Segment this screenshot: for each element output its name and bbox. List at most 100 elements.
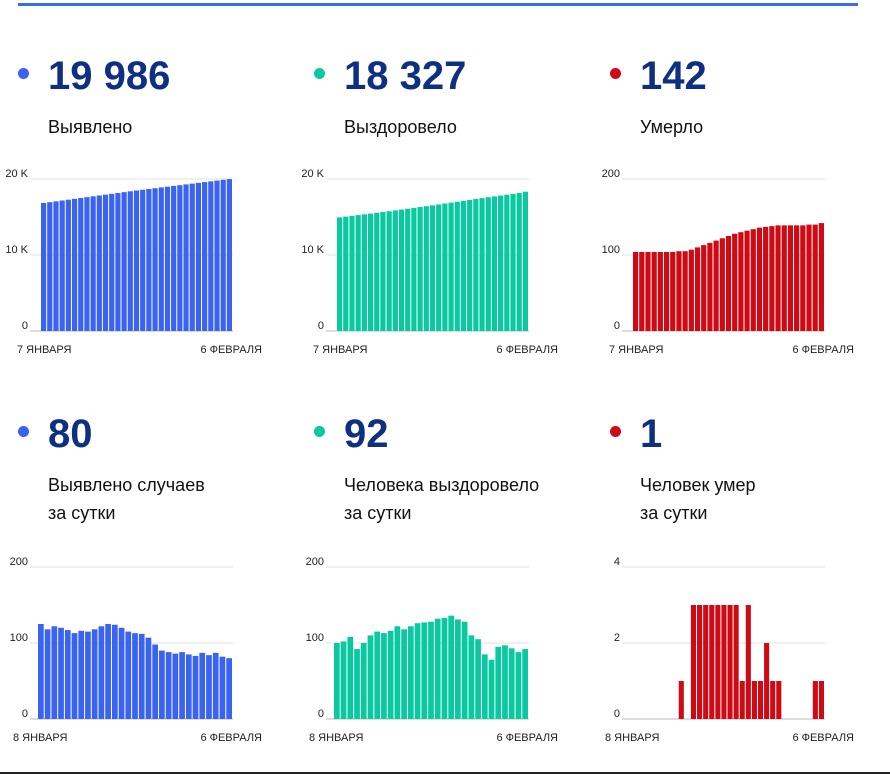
x-end-label: 6 ФЕВРАЛЯ xyxy=(200,732,262,744)
bar xyxy=(58,627,64,719)
bar xyxy=(485,197,491,331)
stat-label-line: Умерло xyxy=(640,117,704,137)
bar xyxy=(498,195,504,331)
stat-label-line: за сутки xyxy=(48,503,116,523)
bar xyxy=(491,196,498,331)
bar xyxy=(678,681,684,719)
bar xyxy=(721,605,727,719)
bar xyxy=(165,652,172,719)
bar xyxy=(189,183,195,331)
y-tick-label: 0 xyxy=(22,708,28,720)
bar xyxy=(140,189,146,331)
stat-label: Человек умер за сутки xyxy=(640,471,880,527)
bar xyxy=(381,633,387,719)
bar xyxy=(757,681,764,719)
bar xyxy=(781,225,787,331)
bar xyxy=(770,681,776,719)
bar xyxy=(172,653,179,719)
stat-label-line: Человек умер xyxy=(640,475,756,495)
y-tick-label: 100 xyxy=(602,244,620,256)
bar xyxy=(694,247,701,331)
bar xyxy=(502,645,508,719)
bar xyxy=(91,629,98,719)
bar xyxy=(361,214,367,331)
stat-value: 1 xyxy=(640,412,663,456)
bar xyxy=(697,605,703,719)
bar xyxy=(481,654,488,719)
stat-panel-deaths: 142 Умерло 0 100 200 7 ЯНВАРЯ 6 ФЕВРАЛЯ xyxy=(592,0,882,370)
bar xyxy=(428,621,434,719)
bar xyxy=(682,251,688,331)
bar xyxy=(776,681,782,719)
bar xyxy=(145,637,152,719)
bar xyxy=(111,624,118,719)
bar xyxy=(171,185,177,331)
bar xyxy=(354,649,360,719)
x-start-label: 7 ЯНВАРЯ xyxy=(17,344,71,356)
bar xyxy=(152,644,159,719)
bar xyxy=(454,201,460,331)
bar xyxy=(475,639,481,719)
y-tick-label: 0 xyxy=(318,320,324,332)
x-start-label: 7 ЯНВАРЯ xyxy=(609,344,663,356)
bar xyxy=(441,617,448,719)
bar xyxy=(71,198,78,331)
bar xyxy=(522,649,528,719)
bar xyxy=(479,198,485,331)
bar xyxy=(448,202,454,331)
bar xyxy=(177,185,183,331)
stat-value: 19 986 xyxy=(48,54,171,98)
stat-label-line: за сутки xyxy=(344,503,412,523)
legend-dot xyxy=(18,426,29,437)
x-start-label: 8 ЯНВАРЯ xyxy=(13,732,67,744)
bar xyxy=(206,655,212,719)
bar xyxy=(775,225,781,331)
bar xyxy=(343,216,349,331)
bar xyxy=(195,182,202,331)
bar xyxy=(461,621,468,719)
bar xyxy=(522,191,528,331)
bar xyxy=(199,652,206,719)
bar xyxy=(738,232,744,331)
bar xyxy=(226,658,232,719)
bar xyxy=(51,626,58,719)
bar xyxy=(670,251,676,331)
bar xyxy=(64,630,71,719)
stat-label: Выявлено случаев за сутки xyxy=(48,471,288,527)
bar xyxy=(411,207,417,331)
bar xyxy=(732,233,738,331)
bar xyxy=(751,681,757,719)
bar xyxy=(504,194,510,331)
bar xyxy=(516,193,522,331)
bar xyxy=(334,643,340,719)
bar xyxy=(806,224,812,331)
bottom-divider xyxy=(0,772,890,774)
y-tick-label: 10 K xyxy=(5,244,28,256)
bar xyxy=(159,650,165,719)
bar xyxy=(109,193,115,331)
y-tick-label: 2 xyxy=(614,632,620,644)
bar xyxy=(164,186,171,331)
bar xyxy=(750,229,756,331)
bar xyxy=(85,631,91,719)
x-end-label: 6 ФЕВРАЛЯ xyxy=(496,344,558,356)
bar xyxy=(645,251,651,331)
bar xyxy=(707,242,713,331)
bar xyxy=(725,236,732,331)
bar xyxy=(421,622,428,719)
bar xyxy=(690,605,697,719)
legend-dot xyxy=(610,68,621,79)
stat-panel-daily-confirmed: 80 Выявлено случаев за сутки 0 100 200 8 ЯНВАР… xyxy=(0,358,290,744)
bar xyxy=(495,646,502,719)
bar xyxy=(769,226,775,331)
x-start-label: 8 ЯНВАРЯ xyxy=(309,732,363,744)
legend-dot xyxy=(314,426,325,437)
bar xyxy=(739,681,745,719)
bar xyxy=(405,208,411,331)
bar xyxy=(763,226,769,331)
bar xyxy=(633,251,639,331)
stat-label-line: Выявлено случаев xyxy=(48,475,205,495)
bar xyxy=(102,194,109,331)
bar xyxy=(429,205,436,331)
y-tick-label: 20 K xyxy=(301,168,324,180)
